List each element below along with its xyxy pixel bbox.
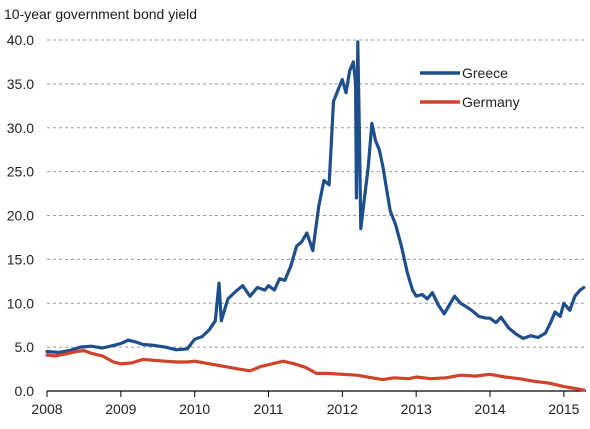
y-tick-label: 10.0 <box>7 295 34 311</box>
x-tick-label: 2008 <box>31 401 62 417</box>
y-tick-label: 30.0 <box>7 120 34 136</box>
legend: Greece Germany <box>420 65 520 110</box>
x-tick-label: 2010 <box>179 401 210 417</box>
series-line-germany <box>45 349 586 392</box>
legend-label-germany: Germany <box>462 94 520 110</box>
y-tick-label: 5.0 <box>15 339 35 355</box>
chart-title: 10-year government bond yield <box>4 6 198 22</box>
y-tick-label: 15.0 <box>7 251 34 267</box>
x-tick-label: 2009 <box>105 401 136 417</box>
x-tick-label: 2011 <box>253 401 283 417</box>
series-line-greece <box>45 40 586 354</box>
gridlines <box>47 39 586 392</box>
series-lines <box>45 40 586 392</box>
x-tick-label: 2015 <box>548 401 579 417</box>
y-axis-ticks: 0.0 5.0 10.0 15.0 20.0 25.0 30.0 35.0 40.0 <box>7 32 34 399</box>
x-tick-label: 2013 <box>401 401 432 417</box>
y-tick-label: 25.0 <box>7 164 34 180</box>
y-tick-label: 40.0 <box>7 32 34 48</box>
y-tick-label: 0.0 <box>15 383 35 399</box>
legend-label-greece: Greece <box>462 65 508 81</box>
x-axis: 2008 2009 2010 2011 2012 2013 2014 2015 <box>31 391 580 417</box>
x-tick-label: 2014 <box>474 401 505 417</box>
y-tick-label: 35.0 <box>7 76 34 92</box>
y-tick-label: 20.0 <box>7 208 34 224</box>
x-tick-label: 2012 <box>327 401 358 417</box>
